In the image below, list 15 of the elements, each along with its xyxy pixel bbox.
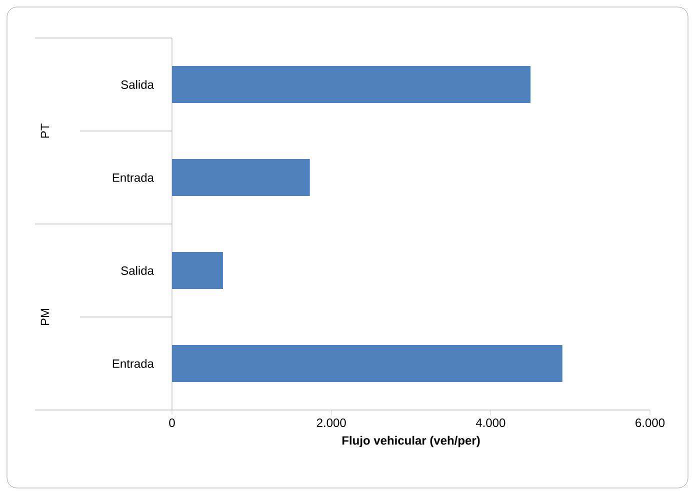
y-tick-label: Salida xyxy=(121,80,154,89)
y-tick-label: Salida xyxy=(121,266,154,275)
text: PT xyxy=(40,124,50,138)
bar xyxy=(172,252,223,289)
y-tick-label: Entrada xyxy=(112,359,154,368)
bar xyxy=(172,66,530,103)
text: PM xyxy=(40,308,50,326)
bar xyxy=(172,345,562,382)
bar xyxy=(172,159,310,196)
y-tick-label: Entrada xyxy=(112,173,154,182)
x-tick-label: 0 xyxy=(169,418,175,428)
x-axis-title: Flujo vehicular (veh/per) xyxy=(342,436,480,448)
x-tick-label: 4.000 xyxy=(476,418,506,428)
x-tick-label: 6.000 xyxy=(636,418,665,428)
x-tick-label: 2.000 xyxy=(316,418,346,428)
